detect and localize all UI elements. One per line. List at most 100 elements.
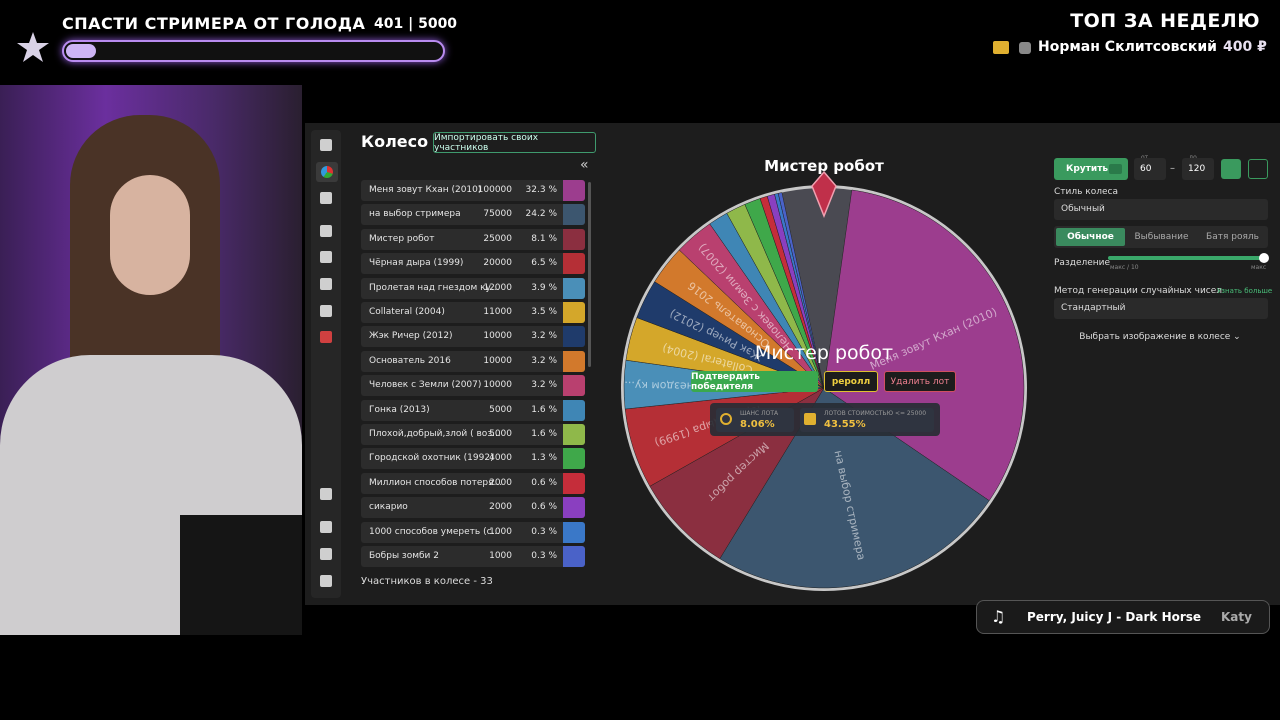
import-button[interactable]: Импортировать своих участников [433, 132, 596, 153]
platform-icon [1019, 42, 1031, 54]
sidebar-icon[interactable] [320, 192, 332, 204]
sidebar [311, 130, 341, 598]
lot-row[interactable]: Жэк Ричер (2012) 10000 3.2 % [361, 326, 585, 348]
sidebar-icon[interactable] [320, 331, 332, 343]
lot-badge [563, 375, 585, 397]
sidebar-icon[interactable] [320, 225, 332, 237]
goal-progress-bar [62, 40, 445, 62]
spin-button[interactable]: Крутить [1054, 158, 1128, 180]
lot-name: на выбор стримера [369, 209, 461, 220]
goal-title: СПАСТИ СТРИМЕРА ОТ ГОЛОДА [62, 14, 366, 33]
lot-row[interactable]: Городской охотник (1992) 4000 1.3 % [361, 448, 585, 470]
split-slider[interactable] [1108, 253, 1269, 263]
split-max: макс [1251, 264, 1267, 271]
lot-badge [563, 472, 585, 494]
spin-label: Крутить [1066, 164, 1109, 174]
reroll-button[interactable]: реролл [824, 371, 878, 392]
from-input[interactable]: 60 [1134, 158, 1166, 180]
cheaper-label: ЛОТОВ СТОИМОСТЬЮ <= 25000 [824, 410, 927, 417]
sidebar-active[interactable] [316, 162, 338, 182]
lot-row[interactable]: Collateral (2004) 11000 3.5 % [361, 302, 585, 323]
sidebar-icon[interactable] [320, 521, 332, 533]
chance-value: 8.06% [740, 419, 775, 430]
lot-name: Collateral (2004) [369, 307, 445, 317]
lot-name: Мистер робот [369, 233, 435, 244]
sidebar-icon[interactable] [320, 305, 332, 317]
sidebar-icon[interactable] [320, 548, 332, 560]
lot-badge [563, 302, 585, 323]
lot-badge [563, 228, 585, 250]
music-widget: ♫ Perry, Juicy J - Dark Horse Katy [976, 600, 1270, 634]
lot-name: 1000 способов умереть (с... [369, 526, 501, 537]
mode-tab[interactable]: Обычное [1056, 228, 1125, 246]
lot-row[interactable]: Человек с Земли (2007) 10000 3.2 % [361, 375, 585, 397]
split-label: Разделение [1054, 258, 1111, 268]
lot-row[interactable]: сикарио 2000 0.6 % [361, 497, 585, 519]
lot-amount: 10000 [483, 355, 512, 366]
lot-chance: 1.6 % [531, 404, 557, 415]
rng-more-link[interactable]: Узнать больше [1217, 287, 1273, 295]
sidebar-icon[interactable] [320, 575, 332, 587]
mode-tab[interactable]: Батя рояль [1206, 232, 1259, 242]
lot-row[interactable]: Плохой,добрый,злой ( воз... 5000 1.6 % [361, 424, 585, 445]
to-label: до [1189, 154, 1197, 161]
from-label: от [1141, 154, 1148, 161]
image-picker-label: Выбрать изображение в колесе [1079, 332, 1231, 342]
collapse-button[interactable]: « [580, 157, 589, 173]
lot-row[interactable]: Меня зовут Кхан (2010) 100000 32.3 % [361, 180, 585, 201]
style-select[interactable]: Обычный [1054, 199, 1268, 220]
lot-chance: 0.3 % [531, 526, 557, 537]
lot-badge [563, 253, 585, 275]
confirm-button[interactable]: Подтвердить победителя [691, 371, 818, 392]
lot-name: Городской охотник (1992) [369, 453, 494, 464]
wheel-segment [777, 192, 825, 389]
lot-row[interactable]: Чёрная дыра (1999) 20000 6.5 % [361, 253, 585, 275]
lot-badge [563, 521, 585, 543]
delete-button[interactable]: Удалить лот [884, 371, 956, 392]
top-title: ТОП ЗА НЕДЕЛЮ [1070, 10, 1260, 32]
music-toggle[interactable] [1248, 159, 1268, 179]
image-picker[interactable]: Выбрать изображение в колесе ⌄ [1079, 332, 1241, 342]
lot-name: сикарио [369, 502, 408, 513]
sidebar-icon[interactable] [320, 488, 332, 500]
mode-tab[interactable]: Выбывание [1134, 232, 1189, 242]
lot-row[interactable]: Мистер робот 25000 8.1 % [361, 228, 585, 250]
top-name: Норман Склитсовский [1038, 39, 1217, 55]
rng-select[interactable]: Стандартный [1054, 298, 1268, 319]
lot-badge [563, 497, 585, 519]
sidebar-icon[interactable] [320, 278, 332, 290]
lot-chance: 0.3 % [531, 551, 557, 561]
style-label: Стиль колеса [1054, 187, 1118, 197]
music-icon: ♫ [991, 607, 1006, 626]
winner-center: Мистер робот [754, 342, 894, 364]
lot-row[interactable]: 1000 способов умереть (с... 1000 0.3 % [361, 521, 585, 543]
wheel-segment [719, 387, 990, 589]
stats-box: ШАНС ЛОТА 8.06% ЛОТОВ СТОИМОСТЬЮ <= 2500… [710, 403, 940, 436]
sidebar-icon[interactable] [320, 139, 332, 151]
lot-name: Гонка (2013) [369, 404, 430, 415]
lot-badge [563, 399, 585, 421]
rng-label: Метод генерации случайных чисел [1054, 286, 1223, 296]
lot-badge [563, 448, 585, 470]
lot-row[interactable]: на выбор стримера 75000 24.2 % [361, 204, 585, 226]
lot-amount: 11000 [483, 307, 512, 317]
wheel-pointer [811, 170, 837, 218]
lot-row[interactable]: Бобры зомби 2 1000 0.3 % [361, 546, 585, 567]
sidebar-icon[interactable] [320, 251, 332, 263]
to-input[interactable]: 120 [1182, 158, 1214, 180]
lot-chance: 1.3 % [531, 453, 557, 464]
participants-count: Участников в колесе - 33 [361, 576, 493, 587]
lot-amount: 20000 [483, 258, 512, 269]
lot-row[interactable]: Основатель 2016 10000 3.2 % [361, 350, 585, 372]
lot-amount: 75000 [483, 209, 512, 220]
lot-row[interactable]: Пролетая над гнездом ку... 12000 3.9 % [361, 277, 585, 299]
lot-row[interactable]: Гонка (2013) 5000 1.6 % [361, 399, 585, 421]
mode-tabs: Обычное Выбывание Батя рояль [1054, 226, 1268, 248]
lot-badge [563, 424, 585, 445]
lot-name: Меня зовут Кхан (2010) [369, 185, 482, 195]
lot-row[interactable]: Миллион способов потеря... 2000 0.6 % [361, 472, 585, 494]
top-amount: 400 ₽ [1223, 39, 1267, 55]
random-toggle[interactable] [1221, 159, 1241, 179]
webcam [0, 85, 302, 635]
